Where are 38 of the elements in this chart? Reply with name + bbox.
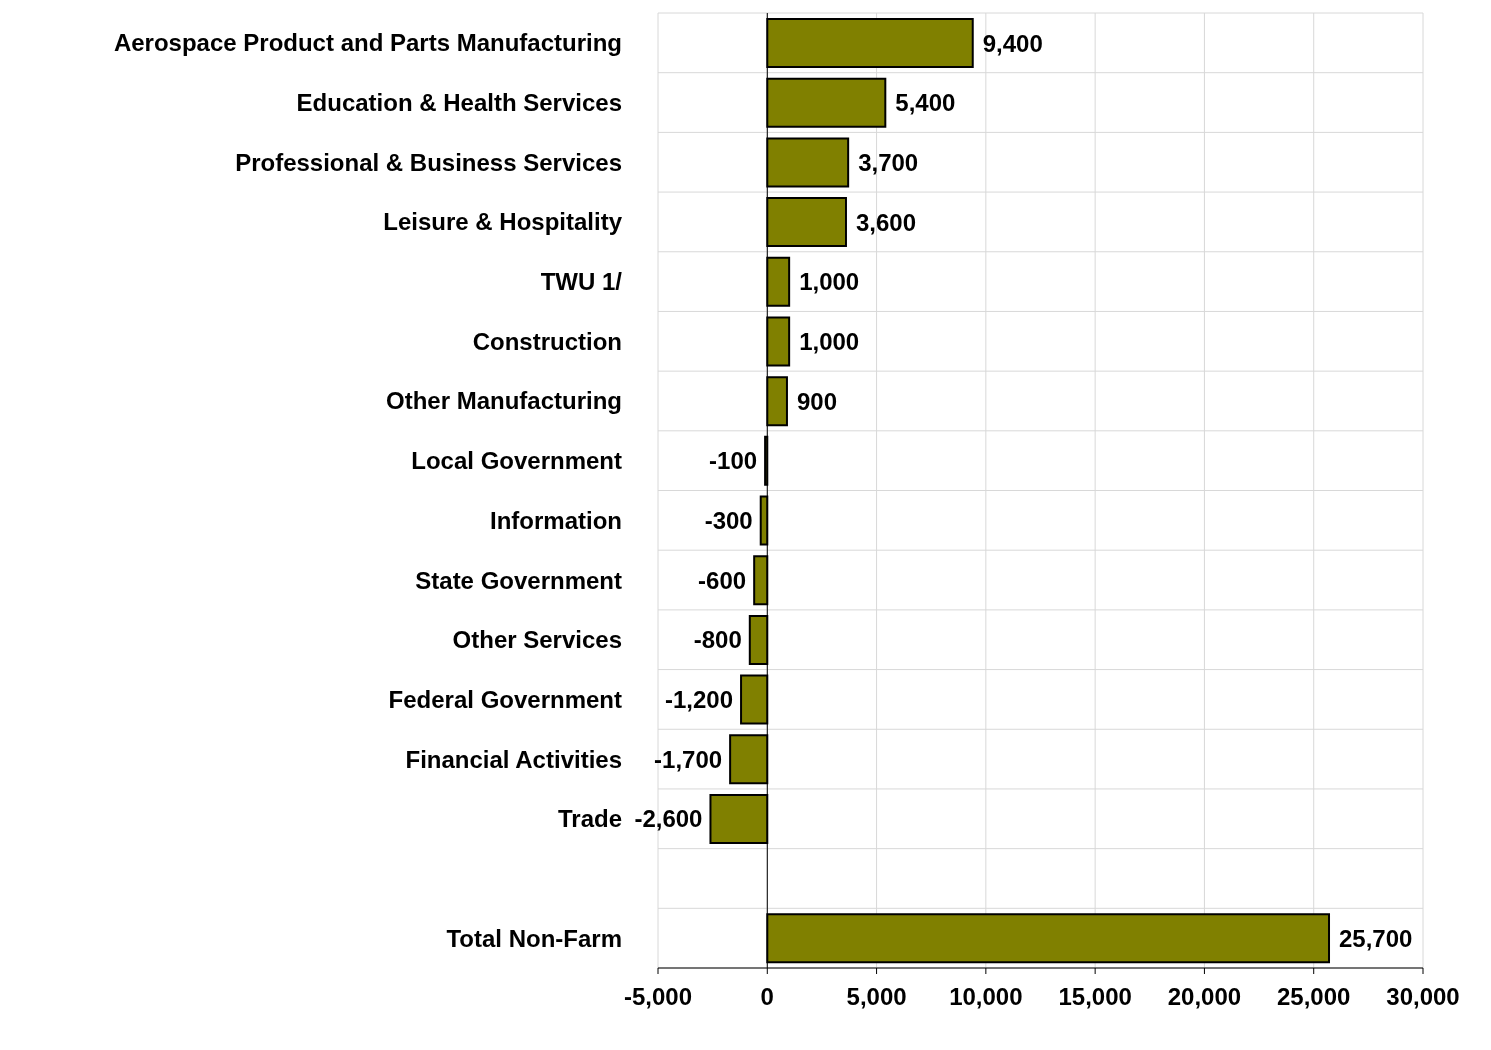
data-label: 5,400: [895, 89, 956, 117]
y-tick-label: Other Manufacturing: [385, 387, 622, 415]
data-label: 3,700: [858, 148, 919, 176]
y-tick-label: State Government: [415, 566, 623, 594]
y-tick-label: Total Non-Farm: [446, 924, 622, 952]
y-tick-label: Education & Health Services: [296, 89, 622, 117]
y-tick-label: Aerospace Product and Parts Manufacturing: [113, 29, 622, 57]
data-label: 1,000: [799, 268, 860, 296]
y-tick-label: Professional & Business Services: [235, 148, 622, 176]
x-tick-label: 10,000: [949, 983, 1023, 1011]
data-label: -2,600: [634, 805, 703, 833]
data-label: 900: [796, 387, 837, 415]
y-tick-label: Financial Activities: [405, 745, 622, 773]
data-label: 9,400: [982, 29, 1043, 57]
data-label: -1,700: [654, 745, 723, 773]
y-tick-label: Other Services: [452, 626, 622, 654]
y-tick-label: Leisure & Hospitality: [383, 208, 623, 236]
data-label: -1,200: [664, 686, 734, 714]
x-tick-label: 25,000: [1277, 983, 1351, 1011]
data-label: -800: [693, 626, 742, 654]
x-tick-label: 30,000: [1386, 983, 1460, 1011]
x-tick-label: 0: [760, 983, 774, 1011]
y-tick-label: Local Government: [411, 447, 622, 475]
data-label: 1,000: [799, 327, 860, 355]
y-tick-label: Federal Government: [388, 685, 622, 713]
x-tick-label: 5,000: [846, 983, 907, 1011]
x-tick-label: 20,000: [1167, 983, 1242, 1011]
data-label: 25,700: [1339, 924, 1413, 952]
data-label: -600: [698, 566, 747, 594]
x-tick-label: 15,000: [1058, 983, 1132, 1011]
y-tick-label: Information: [490, 506, 622, 534]
y-tick-label: TWU 1/: [540, 268, 623, 296]
data-label: 3,600: [855, 208, 917, 236]
x-tick-label: -5,000: [623, 983, 693, 1011]
y-tick-label: Trade: [557, 805, 622, 833]
y-tick-label: Construction: [472, 327, 622, 355]
data-label: -300: [704, 507, 753, 534]
data-label: -100: [709, 447, 758, 475]
